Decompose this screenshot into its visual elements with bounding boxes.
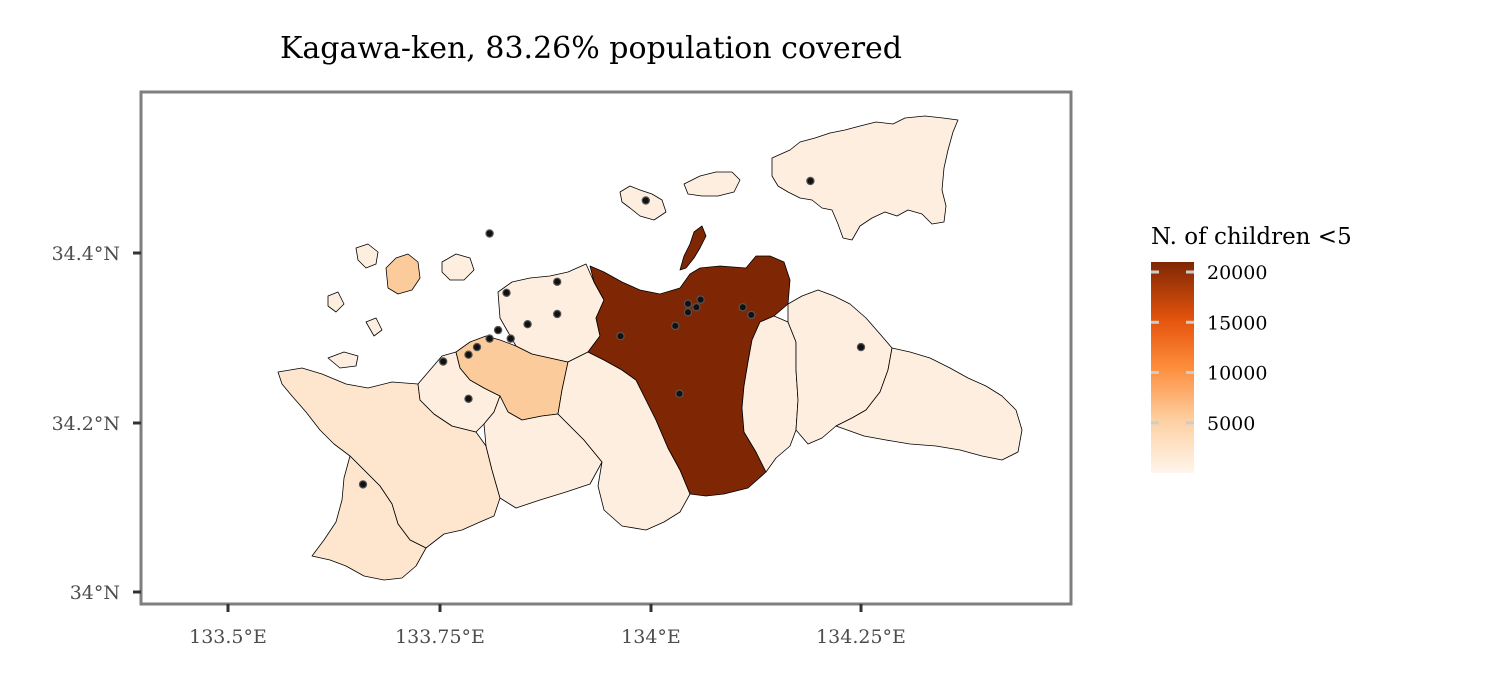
municipality-honjima[interactable] (385, 253, 421, 295)
legend-colorbar (1151, 262, 1194, 473)
map-point[interactable] (738, 303, 748, 312)
legend: N. of children <5 20000 15000 10000 5000 (1151, 224, 1352, 473)
map-point[interactable] (493, 325, 503, 335)
y-tick-label: 34.4°N (52, 243, 120, 265)
municipality-island-a[interactable] (355, 243, 379, 269)
map-point[interactable] (683, 299, 693, 308)
map-point[interactable] (358, 480, 368, 489)
map-point[interactable] (464, 394, 473, 403)
point-layer (358, 176, 866, 489)
map-point[interactable] (692, 303, 701, 312)
municipality-teshima[interactable] (683, 171, 741, 197)
map-point[interactable] (472, 342, 482, 352)
legend-label: 15000 (1207, 312, 1267, 334)
map-point[interactable] (439, 357, 448, 366)
municipality-takamatsu-islet[interactable] (679, 225, 707, 271)
map-point[interactable] (523, 320, 532, 329)
municipality-shodoshima[interactable] (771, 115, 959, 241)
map-point[interactable] (553, 277, 562, 286)
legend-title: N. of children <5 (1151, 224, 1352, 250)
x-tick-label: 133.75°E (395, 626, 485, 648)
municipality-island-c[interactable] (327, 291, 345, 313)
legend-label: 20000 (1207, 262, 1267, 284)
map-point[interactable] (553, 309, 562, 319)
map-point[interactable] (675, 389, 684, 398)
map-title: Kagawa-ken, 83.26% population covered (280, 31, 902, 66)
map-point[interactable] (747, 310, 756, 320)
map-point[interactable] (696, 295, 705, 304)
panel-border (139, 90, 1073, 606)
municipality-island-e[interactable] (327, 351, 359, 369)
map-point[interactable] (806, 176, 815, 186)
legend-label: 5000 (1207, 413, 1255, 435)
map-point[interactable] (671, 321, 680, 331)
municipality-higashikagawa[interactable] (835, 347, 1023, 461)
municipality-kanonji[interactable] (311, 455, 427, 581)
map-point[interactable] (464, 350, 473, 359)
map-point[interactable] (485, 229, 494, 238)
prefecture-map (277, 115, 1023, 581)
map-point[interactable] (641, 196, 651, 205)
x-tick-label: 134°E (621, 626, 681, 648)
map-point[interactable] (506, 334, 515, 343)
legend-ticks (1151, 270, 1194, 425)
municipality-mitoyo[interactable] (277, 367, 501, 549)
y-tick-label: 34°N (70, 582, 120, 604)
municipality-island-d[interactable] (365, 317, 383, 337)
map-point[interactable] (616, 331, 625, 341)
municipality-miki[interactable] (741, 315, 799, 473)
map-point[interactable] (502, 288, 511, 297)
map-point[interactable] (683, 308, 693, 317)
y-tick-label: 34.2°N (52, 413, 120, 435)
x-tick-label: 134.25°E (816, 626, 906, 648)
legend-label: 10000 (1207, 363, 1267, 385)
map-point[interactable] (856, 342, 866, 352)
x-tick-label: 133.5°E (189, 626, 267, 648)
map-point[interactable] (485, 334, 494, 343)
municipality-island-b[interactable] (441, 253, 475, 281)
axis-ticks (133, 251, 863, 612)
legend-labels: 20000 15000 10000 5000 (1207, 262, 1267, 435)
